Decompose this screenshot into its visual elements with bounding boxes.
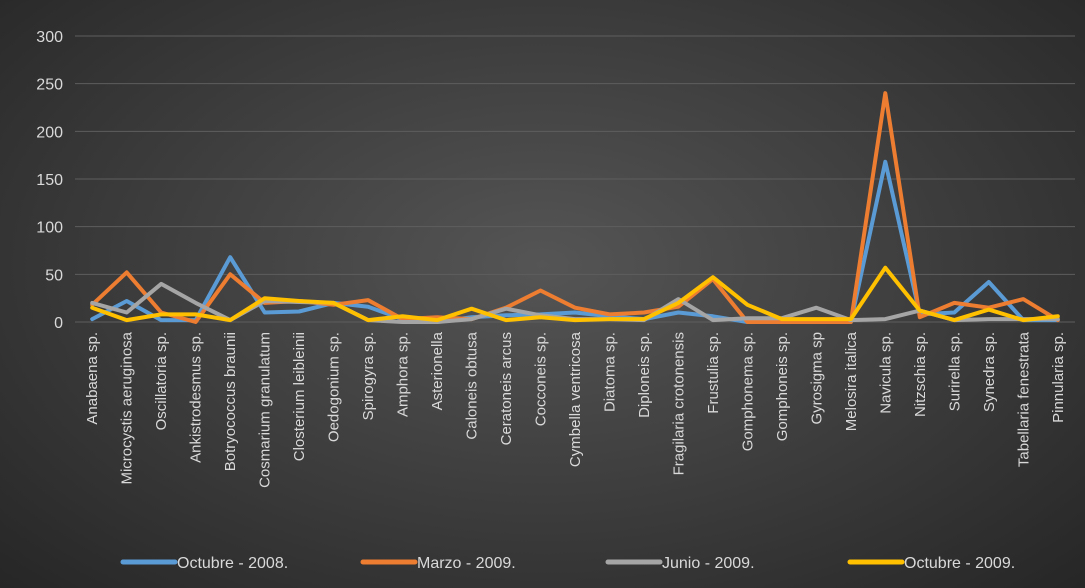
- y-tick-label: 250: [36, 77, 63, 94]
- x-tick-label: Oedogonium sp.: [326, 332, 343, 442]
- x-tick-label: Navicula sp.: [877, 332, 894, 414]
- x-tick-label: Asterionella: [429, 331, 446, 410]
- series-line: [90, 91, 1060, 324]
- y-tick-label: 150: [36, 172, 63, 189]
- x-tick-label: Diploneis sp.: [636, 332, 653, 418]
- x-tick-label: Nitzschia sp.: [912, 332, 929, 417]
- x-tick-label: Microcystis aeruginosa: [119, 331, 136, 484]
- y-tick-label: 200: [36, 124, 63, 141]
- x-tick-label: Tabellaria fenestrata: [1015, 331, 1032, 467]
- x-tick-label: Ankistrodesmus sp.: [188, 332, 205, 463]
- x-tick-label: Cymbella ventricosa: [567, 331, 584, 467]
- x-tick-label: Caloneis obtusa: [464, 331, 481, 439]
- x-tick-label: Surirella sp.: [946, 332, 963, 411]
- x-tick-label: Amphora sp.: [395, 332, 412, 417]
- x-tick-label: Frustulia sp.: [705, 332, 722, 414]
- x-tick-label: Botryococcus braunii: [222, 332, 239, 471]
- x-tick-label: Gomphonema sp.: [739, 332, 756, 451]
- x-tick-label: Melosira italica: [843, 331, 860, 431]
- x-tick-label: Ceratoneis arcus: [498, 332, 515, 445]
- x-tick-label: Gyrosigma sp: [808, 332, 825, 425]
- x-tick-label: Diatoma sp.: [601, 332, 618, 412]
- x-tick-label: Spirogyra sp.: [360, 332, 377, 420]
- series-line: [90, 159, 1060, 324]
- x-tick-label: Closterium leibleinii: [291, 332, 308, 461]
- x-tick-label: Pinnularia sp.: [1050, 332, 1067, 423]
- x-tick-label: Cosmarium granulatum: [257, 332, 274, 488]
- y-tick-label: 100: [36, 220, 63, 237]
- legend-entry: Junio - 2009.: [662, 555, 755, 572]
- y-tick-label: 50: [45, 267, 63, 284]
- y-tick-label: 0: [54, 315, 63, 332]
- y-tick-label: 300: [36, 29, 63, 46]
- x-tick-label: Gomphoneis sp.: [774, 332, 791, 441]
- legend-entry: Octubre - 2009.: [904, 555, 1015, 572]
- x-tick-label: Synedra sp.: [981, 332, 998, 412]
- legend-entry: Marzo - 2009.: [417, 555, 516, 572]
- legend-entry: Octubre - 2008.: [177, 555, 288, 572]
- x-tick-label: Fragilaria crotonensis: [670, 332, 687, 475]
- series-line: [90, 265, 1060, 323]
- x-tick-label: Oscillatoria sp.: [153, 332, 170, 430]
- x-tick-label: Anabaena sp.: [84, 332, 101, 425]
- x-tick-label: Cocconeis sp.: [533, 332, 550, 426]
